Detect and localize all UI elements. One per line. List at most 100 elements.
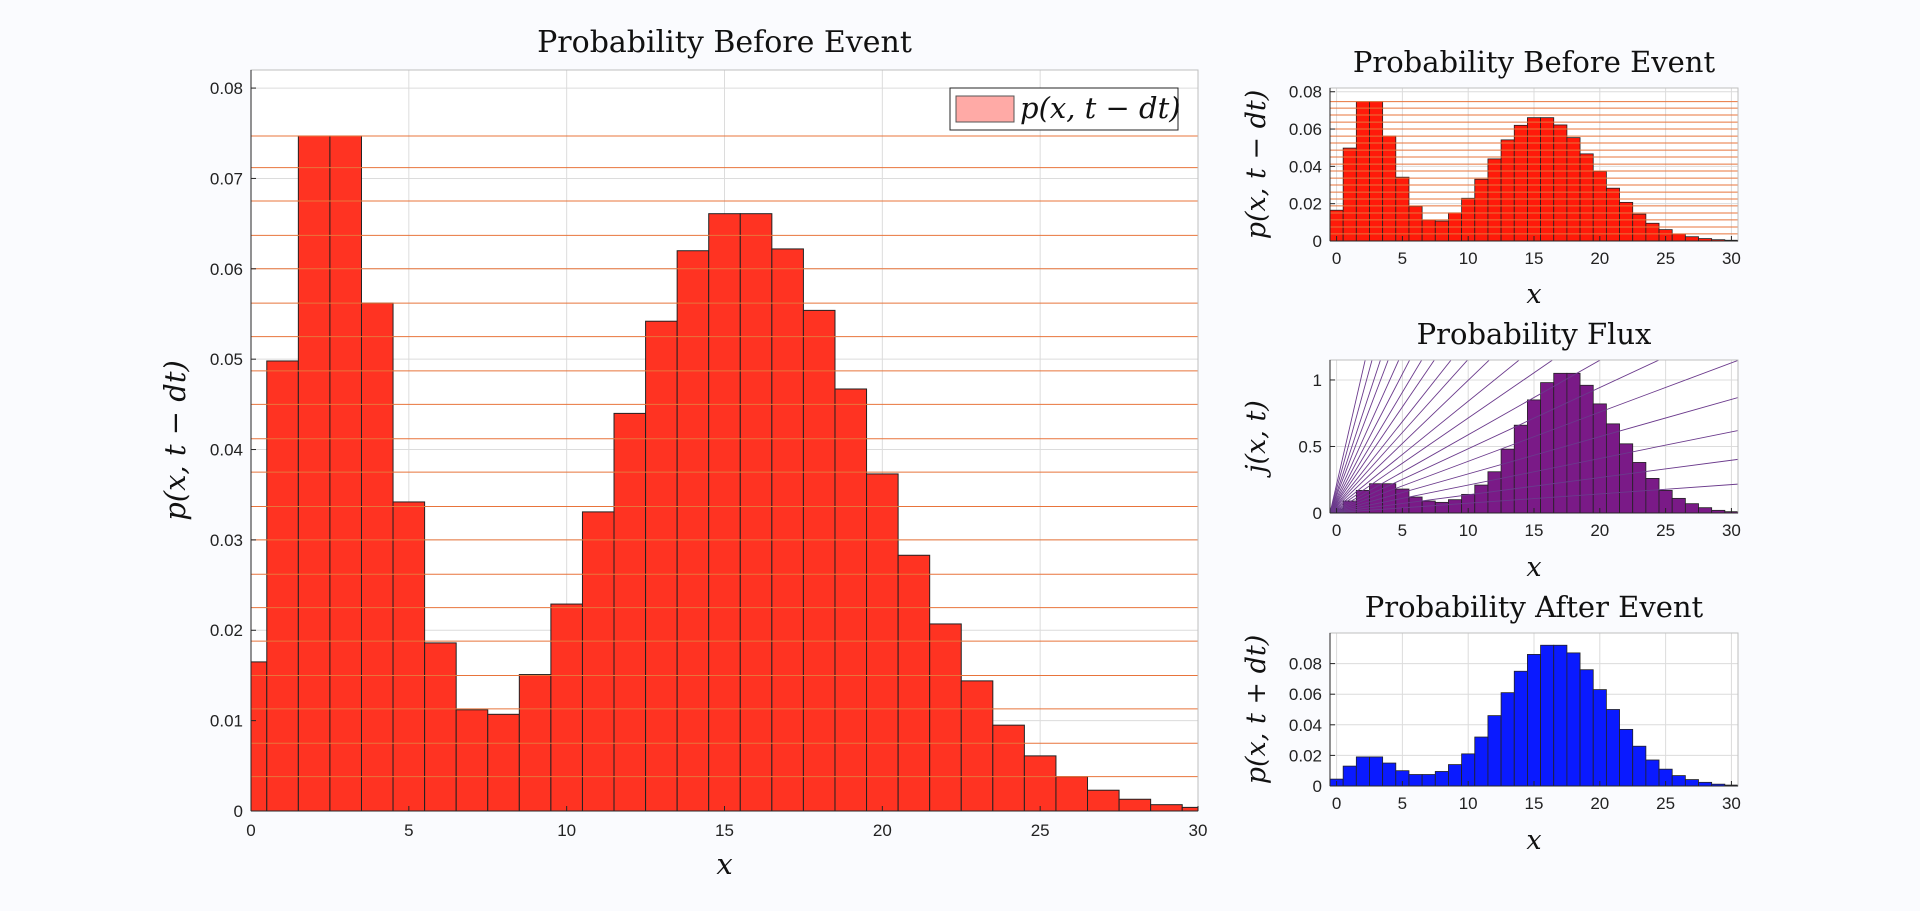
- bar: [1698, 507, 1713, 513]
- bar: [297, 135, 331, 811]
- y-tick-label: 0: [1313, 777, 1322, 796]
- bar: [1474, 178, 1489, 241]
- y-tick-label: 0: [1313, 504, 1322, 523]
- bar: [1369, 756, 1384, 786]
- y-tick-label: 0.05: [210, 350, 243, 369]
- bar: [802, 309, 836, 811]
- bar: [1579, 153, 1594, 241]
- bar: [1087, 789, 1120, 811]
- chart-panel-3: 0 5 10 15 20 25 30 0 0.5 1 Probability Flux x j(x, t…: [1241, 317, 1741, 583]
- plot-content: [251, 135, 1198, 811]
- chart-title: Probability Flux: [1417, 317, 1652, 351]
- bar: [1434, 220, 1449, 241]
- flux-ray: [1330, 360, 1602, 513]
- x-axis-label: x: [1526, 825, 1541, 856]
- x-tick-label: 25: [1656, 521, 1675, 540]
- y-axis-label: p(x, t − dt): [158, 360, 192, 521]
- bar: [1684, 236, 1699, 241]
- y-tick-label: 0.03: [210, 531, 243, 550]
- bar: [1150, 804, 1183, 811]
- bar: [1421, 219, 1436, 241]
- bar: [1421, 774, 1436, 786]
- bar: [1605, 187, 1620, 241]
- x-tick-label: 20: [1590, 249, 1609, 268]
- x-tick-label: 5: [404, 821, 413, 840]
- bar: [1671, 775, 1686, 786]
- y-tick-label: 0.06: [1289, 685, 1322, 704]
- y-tick-label: 0.5: [1298, 437, 1322, 456]
- bar: [897, 554, 931, 811]
- bar: [1500, 448, 1515, 513]
- bar: [1474, 736, 1489, 786]
- bar: [1342, 765, 1357, 786]
- flux-ray: [1330, 360, 1661, 513]
- x-tick-label: 20: [873, 821, 892, 840]
- x-tick-label: 10: [1459, 249, 1478, 268]
- legend-swatch: [955, 95, 1015, 123]
- bar: [1632, 745, 1647, 786]
- flux-ray: [1330, 483, 1738, 513]
- x-tick-label: 20: [1590, 794, 1609, 813]
- bar: [1448, 764, 1463, 786]
- flux-ray: [1330, 360, 1554, 513]
- bar: [613, 412, 647, 811]
- x-tick-label: 25: [1656, 794, 1675, 813]
- bar: [360, 302, 394, 811]
- bar: [1408, 205, 1423, 241]
- y-tick-label: 0.08: [210, 79, 243, 98]
- bar: [834, 388, 868, 811]
- x-tick-label: 30: [1722, 249, 1741, 268]
- plot-content: [1330, 360, 1738, 513]
- bar: [1382, 762, 1397, 786]
- bar: [1605, 423, 1620, 513]
- x-tick-label: 25: [1031, 821, 1050, 840]
- bar: [771, 248, 804, 811]
- bar: [1181, 806, 1198, 811]
- x-tick-label: 30: [1722, 521, 1741, 540]
- x-tick-label: 15: [1525, 521, 1544, 540]
- x-axis-label: x: [1526, 552, 1541, 583]
- chart-title: Probability After Event: [1365, 590, 1704, 624]
- bar: [1619, 201, 1634, 241]
- bar: [1645, 222, 1660, 241]
- flux-ray: [1330, 360, 1469, 513]
- bar: [550, 603, 583, 811]
- bar: [1513, 670, 1528, 786]
- chart-panel-1: 0 5 10 15 20 25 30 0 0.01 0.02 0.03 0.04 0.05 0.06 0.0…: [158, 25, 1207, 881]
- x-tick-label: 15: [1525, 249, 1544, 268]
- bar: [992, 724, 1025, 811]
- bar: [1055, 776, 1089, 811]
- y-tick-label: 0.07: [210, 169, 243, 188]
- y-tick-label: 0.04: [1289, 157, 1322, 176]
- bar: [645, 320, 678, 811]
- legend: p(x, t − dt): [949, 87, 1181, 131]
- x-tick-label: 10: [1459, 521, 1478, 540]
- bar: [392, 501, 426, 811]
- bar: [708, 213, 741, 811]
- bar: [1408, 774, 1423, 786]
- bar: [1579, 669, 1594, 786]
- flux-ray: [1330, 360, 1435, 513]
- flux-ray: [1330, 360, 1738, 513]
- y-axis-label: p(x, t − dt): [1241, 90, 1272, 240]
- x-axis-label: x: [716, 847, 732, 881]
- x-tick-label: 5: [1398, 794, 1407, 813]
- bar: [1527, 654, 1541, 786]
- x-tick-label: 0: [1332, 794, 1341, 813]
- chart-panel-4: 0 5 10 15 20 25 30 0 0.02 0.04 0.06 0.08 Probability…: [1241, 590, 1741, 856]
- chart-title: Probability Before Event: [1353, 45, 1716, 79]
- y-tick-label: 0: [1313, 232, 1322, 251]
- bar: [1671, 233, 1686, 241]
- x-tick-label: 15: [715, 821, 734, 840]
- bar: [1579, 384, 1594, 513]
- bar: [424, 642, 457, 811]
- bar: [866, 473, 899, 811]
- y-tick-label: 0.02: [1289, 746, 1322, 765]
- flux-ray: [1330, 397, 1738, 513]
- bar: [1500, 139, 1515, 241]
- x-tick-label: 10: [557, 821, 576, 840]
- bar: [1553, 124, 1568, 241]
- bar: [1645, 759, 1660, 786]
- bar: [1023, 755, 1057, 811]
